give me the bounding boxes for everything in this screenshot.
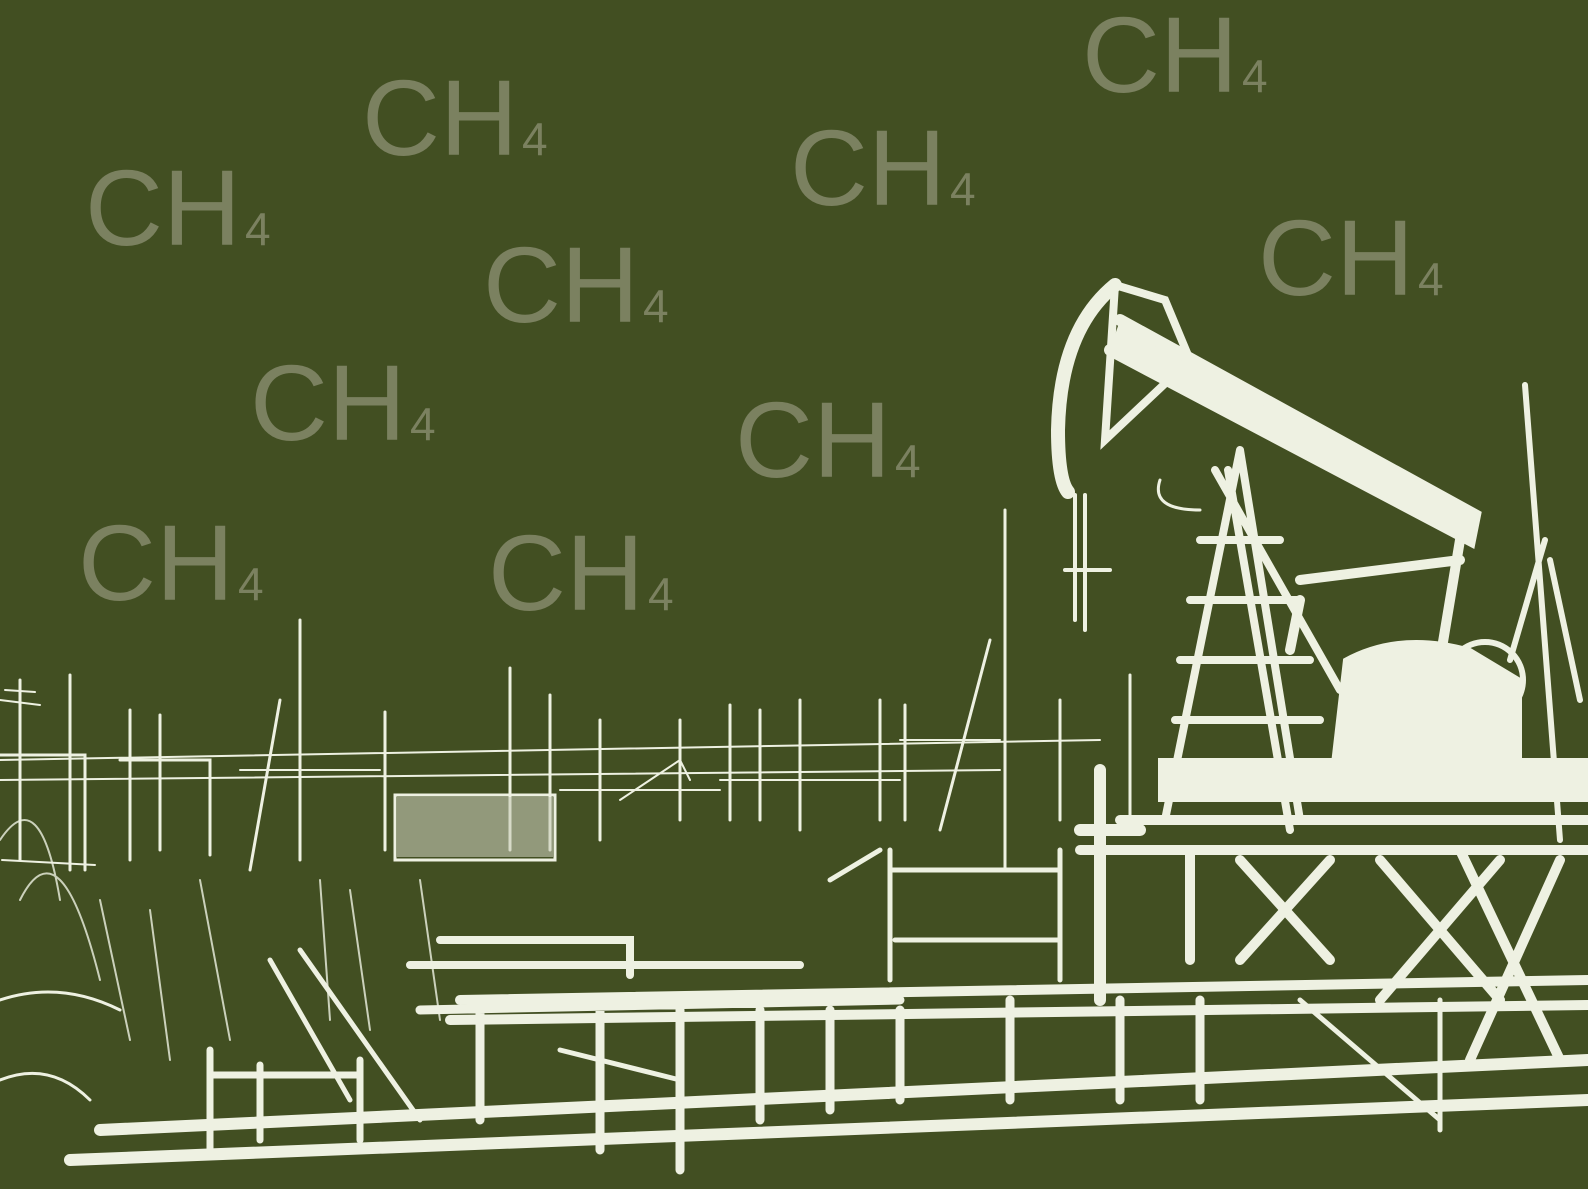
formula-subscript: 4 <box>1242 50 1268 102</box>
formula-subscript: 4 <box>1418 253 1444 305</box>
formula-main: CH <box>1082 0 1238 115</box>
methane-label: CH4 <box>362 57 548 178</box>
formula-main: CH <box>483 224 639 345</box>
distant-field <box>0 508 1132 1061</box>
formula-main: CH <box>362 57 518 178</box>
methane-label: CH4 <box>78 502 264 623</box>
pump-jack <box>1050 278 1588 1065</box>
formula-main: CH <box>735 379 891 500</box>
formula-main: CH <box>1258 197 1414 318</box>
formula-subscript: 4 <box>245 203 271 255</box>
formula-main: CH <box>790 107 946 228</box>
methane-label: CH4 <box>483 224 669 345</box>
methane-label: CH4 <box>250 342 436 463</box>
formula-subscript: 4 <box>643 280 669 332</box>
methane-label: CH4 <box>1082 0 1268 115</box>
formula-subscript: 4 <box>895 435 921 487</box>
formula-main: CH <box>250 342 406 463</box>
methane-label: CH4 <box>488 512 674 633</box>
foreground-structures <box>0 764 1588 1175</box>
formula-subscript: 4 <box>648 568 674 620</box>
methane-label: CH4 <box>1258 197 1444 318</box>
formula-main: CH <box>78 502 234 623</box>
formula-subscript: 4 <box>950 163 976 215</box>
methane-label: CH4 <box>790 107 976 228</box>
formula-subscript: 4 <box>410 398 436 450</box>
formula-subscript: 4 <box>238 558 264 610</box>
formula-main: CH <box>488 512 644 633</box>
formula-subscript: 4 <box>522 113 548 165</box>
methane-label: CH4 <box>735 379 921 500</box>
methane-label: CH4 <box>85 147 271 268</box>
formula-main: CH <box>85 147 241 268</box>
